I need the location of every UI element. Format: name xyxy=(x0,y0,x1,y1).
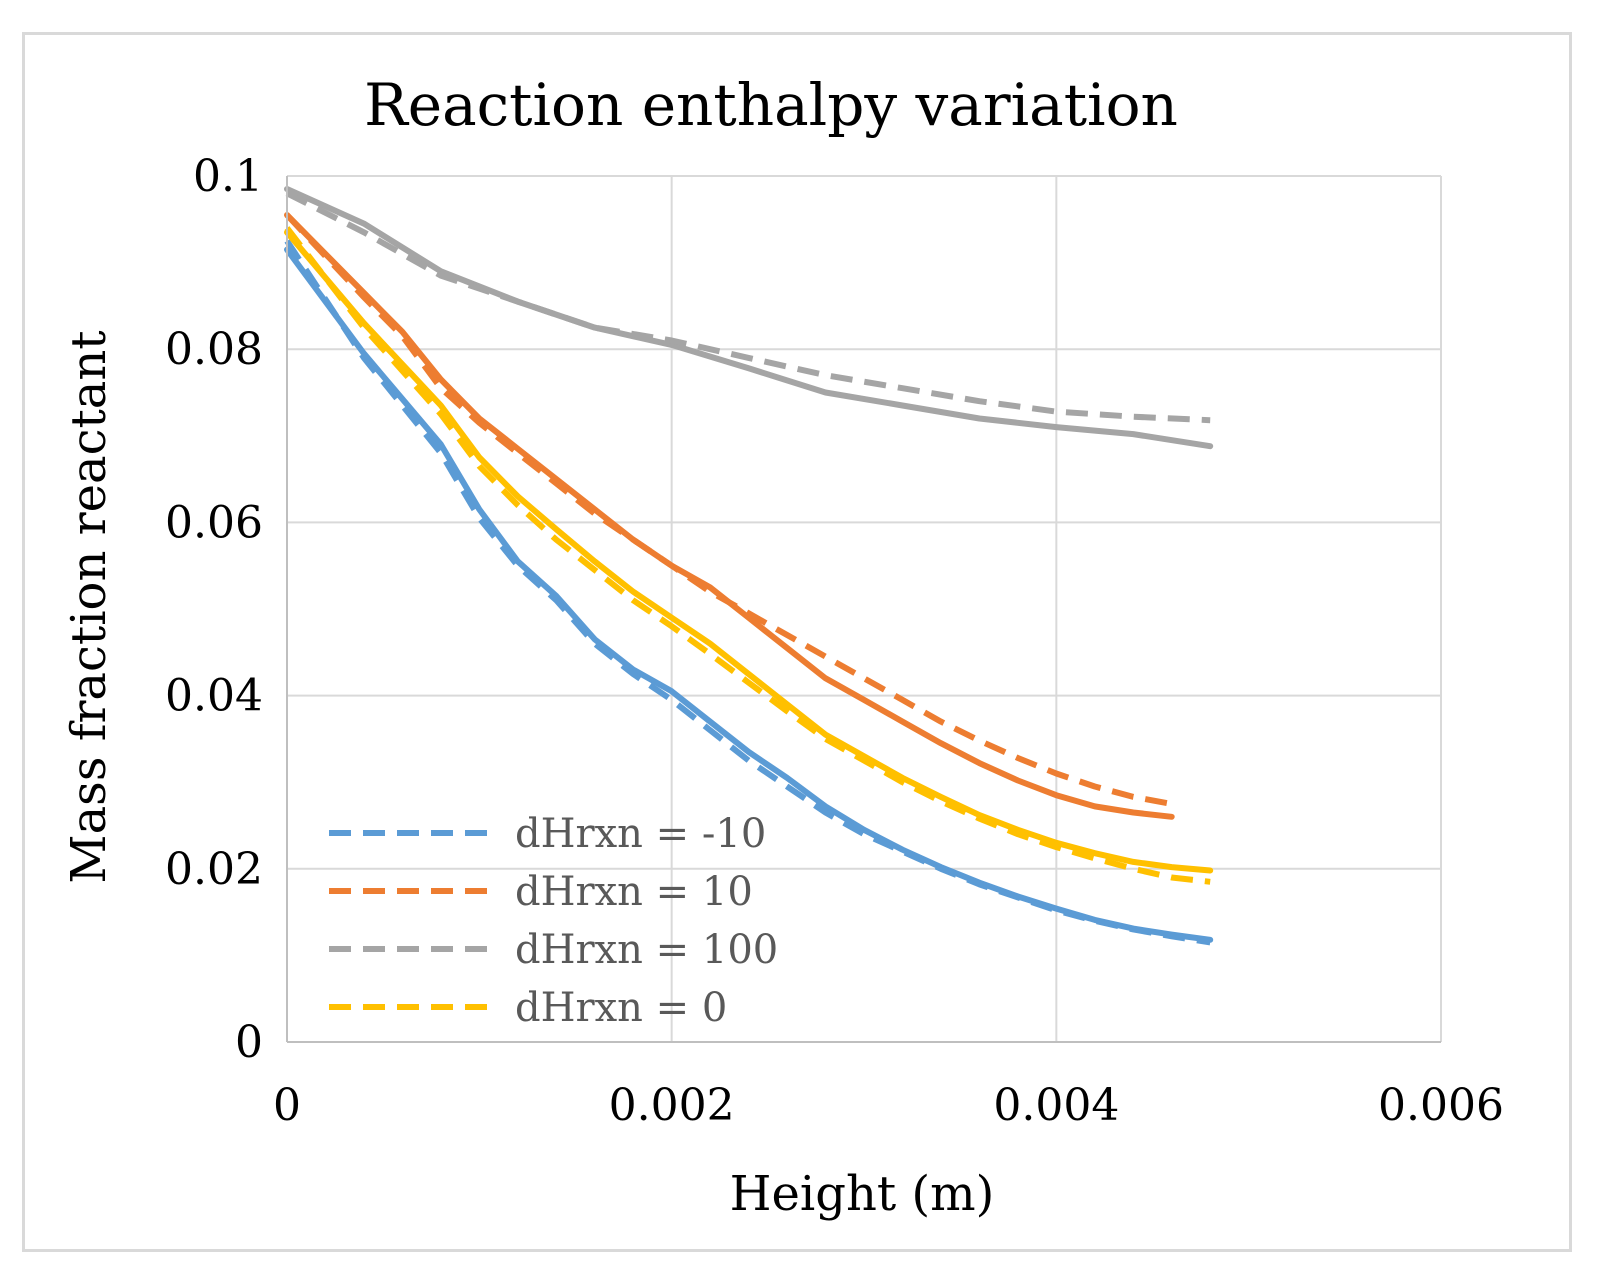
series-dashed-line-dhrxn-0 xyxy=(284,226,1211,885)
x-tick-label: 0 xyxy=(273,1080,301,1131)
series-dashed-line-dhrxn-10 xyxy=(284,239,1211,946)
x-tick-label: 0.002 xyxy=(609,1080,735,1131)
series-dashed-line-dhrxn-100 xyxy=(285,190,1211,424)
legend-label: dHrxn = 10 xyxy=(515,869,753,915)
series-solid-line-dhrxn-10 xyxy=(284,212,1175,820)
x-tick-label: 0.004 xyxy=(993,1080,1119,1131)
y-tick-label: 0.06 xyxy=(165,497,263,548)
y-tick-labels: 0 0.02 0.04 0.06 0.08 0.1 xyxy=(165,151,263,1068)
legend-label: dHrxn = 100 xyxy=(515,927,778,973)
x-axis-label: Height (m) xyxy=(730,1166,995,1222)
chart-title: Reaction enthalpy variation xyxy=(364,71,1178,139)
series-solid-line-dhrxn-100 xyxy=(284,186,1214,450)
line-chart: Reaction enthalpy variation 0 0.002 0.004 0… xyxy=(61,71,1504,1222)
y-tick-label: 0 xyxy=(235,1017,263,1068)
y-axis-label: Mass fraction reactant xyxy=(61,330,117,883)
legend-label: dHrxn = -10 xyxy=(515,811,766,857)
grid-lines xyxy=(287,175,1442,1042)
legend: dHrxn = -10 dHrxn = 10 dHrxn = 100 dHrxn = … xyxy=(329,811,778,1031)
y-tick-label: 0.1 xyxy=(193,151,263,202)
x-tick-label: 0.006 xyxy=(1378,1080,1504,1131)
axes xyxy=(286,176,1441,1043)
series-lines xyxy=(284,186,1214,946)
legend-label: dHrxn = 0 xyxy=(515,985,727,1031)
x-tick-labels: 0 0.002 0.004 0.006 xyxy=(273,1080,1504,1131)
y-tick-label: 0.02 xyxy=(165,844,263,895)
series-dashed-line-dhrxn-10 xyxy=(284,212,1173,807)
series-solid-line-dhrxn-0 xyxy=(284,229,1214,874)
y-tick-label: 0.08 xyxy=(165,324,263,375)
chart-frame: Reaction enthalpy variation 0 0.002 0.004 0… xyxy=(22,32,1572,1252)
y-tick-label: 0.04 xyxy=(165,671,263,722)
